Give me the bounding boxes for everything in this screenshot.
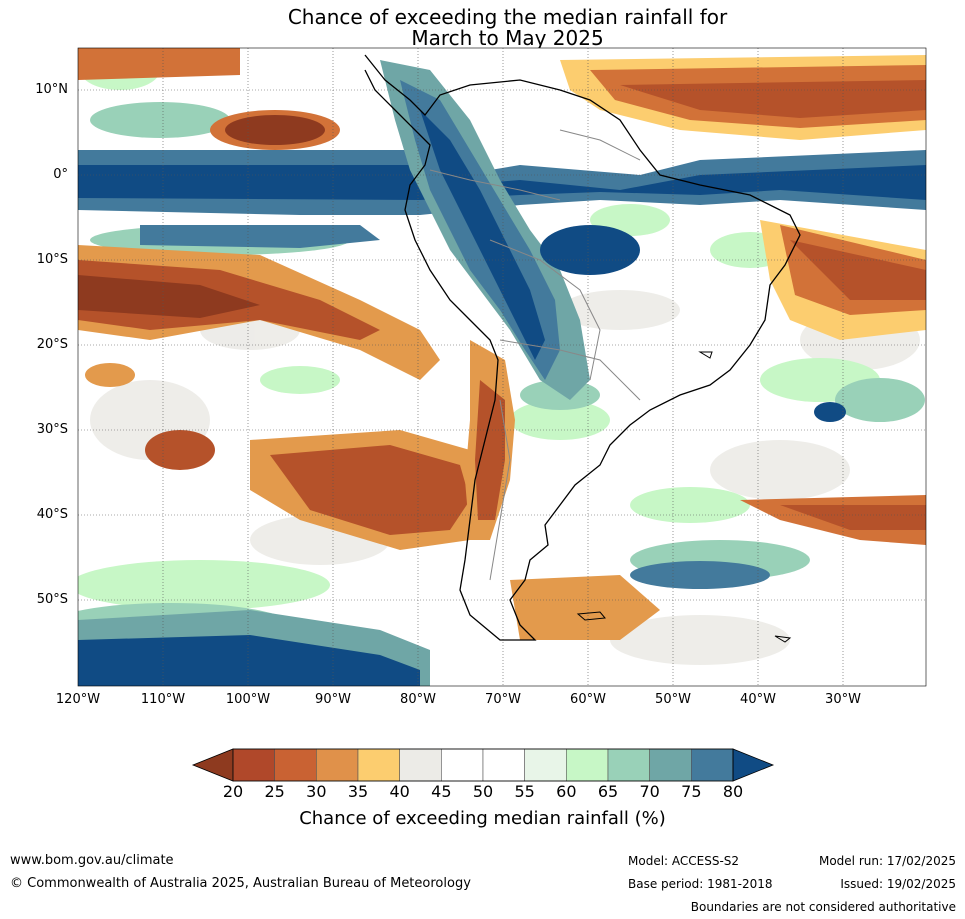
colorbar-tick-label: 60 [556,782,577,801]
rainfall-map [77,47,927,687]
lon-label-50w: 50°W [655,692,691,707]
colorbar-tick-label: 80 [722,782,744,801]
lat-label-0: 0° [53,167,68,182]
colorbar-tick-label: 70 [639,782,660,801]
map-title-line-1: Chance of exceeding the median rainfall … [287,5,728,29]
colorbar-cell [316,748,359,782]
colorbar-tick-label: 75 [681,782,702,801]
lon-label-70w: 70°W [485,692,521,707]
dry-areas [78,48,926,640]
lon-label-110w: 110°W [140,692,186,707]
colorbar-cell [399,748,442,782]
colorbar-cell [357,748,400,782]
colorbar-tick-label: 20 [222,782,244,801]
lat-label-10s: 10°S [36,252,68,267]
lon-label-60w: 60°W [570,692,606,707]
equatorial-wet-band [78,150,926,248]
colorbar-outline [232,748,734,782]
lon-label-120w: 120°W [55,692,101,707]
country-borders [429,129,641,581]
colorbar-tick-label: 50 [472,782,494,801]
colorbar-tick-label: 30 [306,782,327,801]
colorbar-arrow-right [732,748,775,782]
colorbar-cell [524,748,567,782]
colorbar-tick-label: 65 [597,782,619,801]
map-frame [77,47,927,687]
lon-label-80w: 80°W [400,692,436,707]
colorbar-cell [232,748,275,782]
colorbar-label: Chance of exceeding median rainfall (%) [299,808,666,829]
colorbar-tick-label: 40 [389,782,410,801]
colorbar-cell [274,748,317,782]
lon-label-90w: 90°W [315,692,351,707]
lat-label-10n: 10°N [35,82,68,97]
model-info: Model: ACCESS-S2 [628,854,740,868]
colorbar-tick-label: 55 [514,782,535,801]
colorbar-cell [691,748,734,782]
lat-label-20s: 20°S [36,337,68,352]
southern-wet-band [78,402,846,686]
colorbar-cell [607,748,650,782]
copyright-text: © Commonwealth of Australia 2025, Austra… [10,876,471,891]
boundaries-disclaimer: Boundaries are not considered authoritat… [690,900,956,914]
colorbar-cell [566,748,609,782]
base-period-info: Base period: 1981-2018 [628,877,773,891]
andes-wet-band [380,60,640,400]
lat-label-30s: 30°S [36,422,68,437]
colorbar-arrow-left [191,748,234,782]
lon-label-100w: 100°W [225,692,271,707]
islands [576,351,792,643]
model-run-info: Model run: 17/02/2025 [818,854,956,868]
south-america-coastline [364,54,801,641]
lat-label-40s: 40°S [36,507,68,522]
issued-info: Issued: 19/02/2025 [840,877,956,891]
colorbar-tick-label: 25 [264,782,285,801]
map-title-line-2: March to May 2025 [411,26,604,50]
colorbar-cell [482,748,525,782]
colorbar-cell [441,748,484,782]
lon-label-30w: 30°W [825,692,861,707]
colorbar-cell [649,748,692,782]
lat-label-50s: 50°S [36,592,68,607]
website-link[interactable]: www.bom.gov.au/climate [10,853,174,868]
colorbar-tick-label: 35 [347,782,369,801]
colorbar-tick-label: 45 [431,782,452,801]
lon-label-40w: 40°W [740,692,776,707]
graticule [78,48,926,686]
